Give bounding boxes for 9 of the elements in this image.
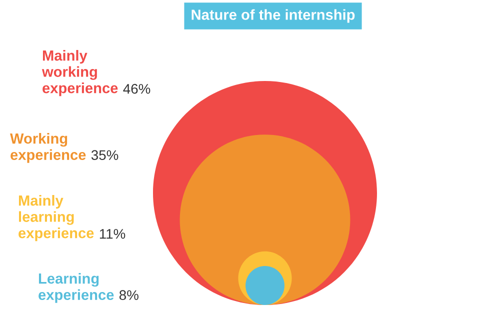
text: Nature of the internship xyxy=(192,9,355,23)
category-label: Learning experience xyxy=(38,273,114,303)
category-label: Mainly working experience xyxy=(42,50,118,96)
data-label: 46% xyxy=(123,84,150,94)
category-label: Mainly learning experience xyxy=(18,195,94,242)
data-label: 35% xyxy=(91,150,118,160)
data-label: 8% xyxy=(119,290,138,300)
category-label: Working experience xyxy=(10,133,86,163)
data-label: 11% xyxy=(100,228,126,239)
